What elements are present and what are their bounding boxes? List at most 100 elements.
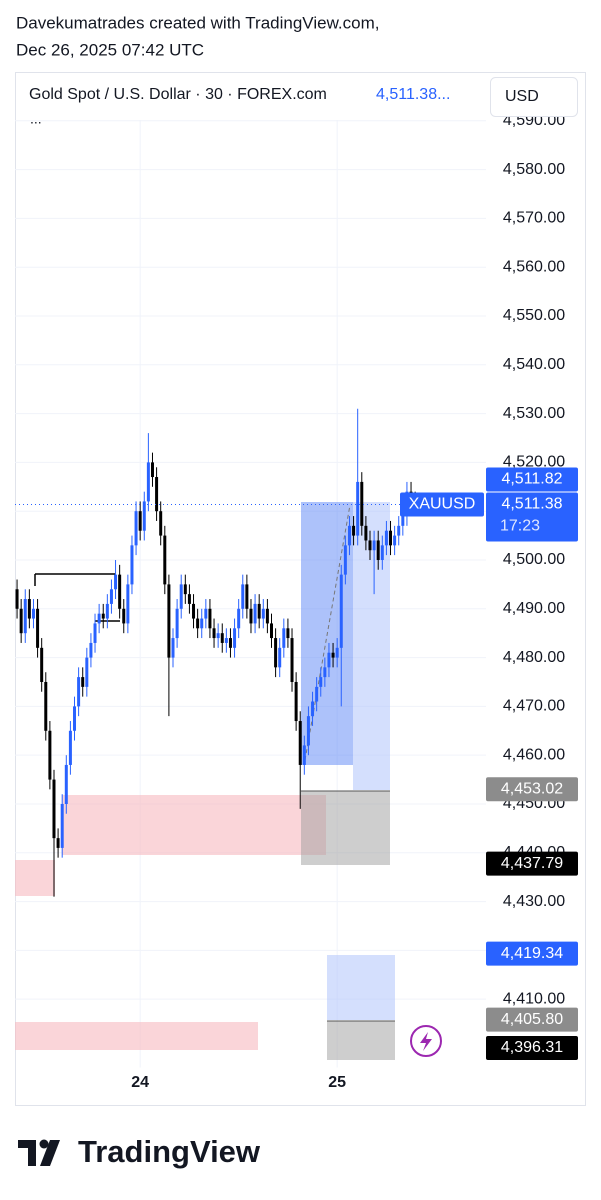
countdown: 17:23 [500,518,540,535]
logo-mark [18,1140,36,1166]
candle-body [77,677,81,707]
price-label: 4,453.02 [501,780,563,797]
y-tick-label: 4,460.00 [503,746,565,763]
candle-body [249,608,253,624]
price-label-box [486,467,578,492]
candle-body [130,545,134,585]
y-tick-label: 4,520.00 [503,454,565,471]
candle-body [282,628,286,648]
candle-body [319,677,323,687]
candle-body [105,603,109,619]
symbol-tag [400,492,484,517]
candle-body [208,608,212,629]
candle-body [118,574,122,609]
x-tick-label: 25 [328,1074,346,1091]
currency[interactable]: USD [505,88,539,105]
y-tick-label: 4,410.00 [503,990,565,1007]
logo-mark [40,1140,60,1166]
author-line: Davekumatrades created with TradingView.… [16,13,379,32]
candle-body [44,681,48,731]
zone [62,795,326,855]
candle-body [302,745,306,765]
candle-body [343,545,347,575]
candle-body [327,652,331,668]
candle-body [323,667,327,678]
candle-body [311,701,315,717]
candle-body [196,618,200,629]
date: Dec 26, 2025 07:42 UTC [16,40,204,59]
candle-body [36,608,40,648]
candle-body [204,608,208,619]
candle-body [335,647,339,658]
candle-body [171,638,175,658]
candle-body [159,511,163,536]
alert-icon[interactable] [410,1025,442,1057]
chart-title: Gold Spot / U.S. Dollar · 30 · FOREX.com [29,86,327,103]
candle-body [64,764,68,804]
candle-body [270,623,273,639]
candle-body [138,511,142,531]
candle-body [339,574,343,648]
candle-body [56,838,60,848]
grid [15,120,486,1068]
candle-body [253,603,257,624]
candle-body [146,462,150,502]
candle-body [212,628,216,639]
position-profit [327,955,395,1020]
candle-body [331,652,335,658]
candle-body [376,540,380,560]
y-tick-label: 4,430.00 [503,893,565,910]
candle-body [274,638,278,668]
candle-body [114,574,118,590]
candle-body [278,647,282,668]
y-tick-label: 4,500.00 [503,551,565,568]
candle-body [15,589,19,609]
price-label: 4,511.82 [501,471,562,488]
candle-body [294,681,298,722]
candle-body [356,481,360,536]
legend-more[interactable]: ... [30,111,42,127]
zone [15,860,55,896]
currency-button[interactable] [490,77,578,117]
candle-body [155,477,159,512]
price-axis: 4,410.004,420.004,430.004,440.004,450.00… [131,112,578,1091]
candle-body [27,599,31,619]
logo-mark [39,1139,49,1149]
candle-body [179,584,183,609]
candle-body [187,594,191,604]
legend-price: 4,511.38... [376,86,450,103]
candle-body [389,530,393,546]
y-tick-label: 4,570.00 [503,210,565,227]
candle-body [142,501,146,531]
candle-body [48,730,52,780]
zone [15,1022,258,1050]
candle-body [150,462,154,478]
candle-body [233,628,237,648]
candle-body [183,584,187,595]
candle-body [257,603,261,619]
candle-body [19,608,23,634]
candle-body [192,603,196,619]
candle-body [109,589,113,604]
candle-body [364,525,368,541]
candle-body [200,618,204,629]
candle-body [245,584,249,609]
candle-body [286,628,290,639]
y-tick-label: 4,530.00 [503,405,565,422]
legend-bg [16,74,476,114]
candle-body [265,608,269,624]
price-label: 4,405.80 [501,1011,563,1028]
candle-body [126,584,130,624]
candle-body [397,525,401,536]
price-label: 4,437.79 [501,855,563,872]
candle-body [73,706,77,731]
y-tick-label: 4,560.00 [503,258,565,275]
candle-body [93,623,97,643]
price-label-box [486,941,578,966]
price-label-box [486,1007,578,1032]
candle-body [81,677,85,687]
x-tick-label: 24 [131,1074,149,1091]
symbol: XAUUSD [409,496,476,513]
candle-body [360,481,364,526]
candle-body [380,545,384,560]
